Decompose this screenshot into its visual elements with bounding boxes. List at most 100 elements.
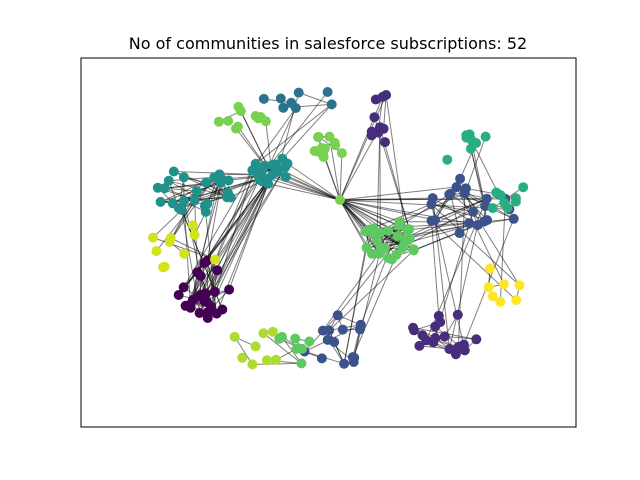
network-node [377, 91, 388, 102]
network-node [163, 175, 174, 186]
network-edge [385, 94, 407, 239]
network-node [318, 152, 329, 162]
network-node [408, 245, 419, 256]
network-node [339, 358, 350, 369]
network-node [237, 352, 248, 363]
network-node [304, 336, 315, 347]
network-node [392, 231, 403, 242]
network-node [178, 282, 189, 293]
network-node [394, 216, 405, 227]
network-node [200, 288, 211, 299]
network-node [309, 146, 320, 156]
network-edge [164, 187, 197, 192]
network-edge [204, 164, 276, 303]
network-edge [282, 104, 333, 160]
network-edge [228, 183, 269, 290]
network-edge [434, 198, 487, 221]
network-edge [449, 224, 479, 350]
network-node [435, 317, 446, 328]
network-node [366, 130, 377, 141]
network-node [155, 196, 166, 207]
network-edge [339, 199, 403, 249]
network-node [256, 168, 267, 179]
network-node [211, 308, 222, 319]
network-node [274, 333, 285, 344]
plot-frame [80, 57, 577, 428]
network-node [518, 182, 529, 193]
nodes-layer [148, 87, 529, 370]
network-node [444, 344, 455, 355]
network-edge [431, 220, 440, 316]
network-edge [352, 254, 397, 358]
network-node [337, 324, 348, 335]
network-node [257, 176, 267, 187]
network-node [223, 116, 234, 126]
network-node [189, 195, 200, 206]
network-node [271, 354, 281, 365]
network-node [275, 93, 286, 104]
network-node [495, 296, 506, 307]
network-node [201, 297, 212, 307]
network-node [210, 254, 220, 265]
network-node [191, 186, 202, 197]
network-node [209, 286, 220, 297]
network-node [371, 235, 382, 246]
network-node [159, 183, 170, 194]
network-edge [255, 107, 297, 165]
network-edge [353, 247, 382, 358]
network-edge [339, 153, 343, 201]
network-edge [457, 193, 466, 347]
network-node [455, 173, 466, 184]
network-node [213, 116, 224, 127]
network-edge [360, 225, 400, 325]
network-node [151, 246, 162, 257]
network-edge [339, 199, 400, 223]
network-node [408, 322, 419, 333]
network-edge [413, 224, 478, 251]
network-node [224, 284, 235, 295]
network-node [483, 282, 494, 293]
network-node [189, 229, 200, 240]
network-edge [234, 336, 253, 365]
network-node [508, 213, 519, 224]
network-edge [263, 332, 302, 364]
network-node [451, 182, 462, 192]
network-node [250, 341, 261, 352]
network-node [326, 99, 337, 110]
network-node [202, 198, 213, 209]
network-node [511, 295, 522, 306]
network-edge [152, 209, 183, 238]
network-node [290, 103, 301, 113]
network-node [330, 140, 341, 151]
network-node [225, 192, 236, 203]
network-node [278, 102, 289, 113]
network-node [167, 198, 178, 209]
network-node [262, 355, 272, 366]
network-node [235, 106, 246, 117]
network-edge [463, 218, 515, 345]
network-node [293, 87, 304, 98]
network-edge [339, 197, 433, 201]
network-node [320, 143, 330, 154]
network-node [367, 248, 378, 259]
network-node [383, 225, 394, 236]
network-node [460, 183, 471, 194]
network-edge [298, 92, 332, 105]
network-node [179, 248, 190, 259]
network-edge [328, 250, 415, 331]
network-node [368, 223, 379, 234]
network-edge [430, 204, 466, 351]
network-node [401, 233, 412, 244]
network-node [472, 220, 483, 231]
network-node [260, 160, 270, 171]
network-edge [267, 183, 341, 201]
network-node [258, 93, 269, 104]
network-node [215, 178, 226, 188]
network-node [192, 267, 203, 278]
network-node [452, 309, 463, 320]
network-node [232, 121, 243, 132]
network-node [454, 228, 465, 239]
network-node [502, 202, 513, 213]
network-node [465, 143, 476, 154]
